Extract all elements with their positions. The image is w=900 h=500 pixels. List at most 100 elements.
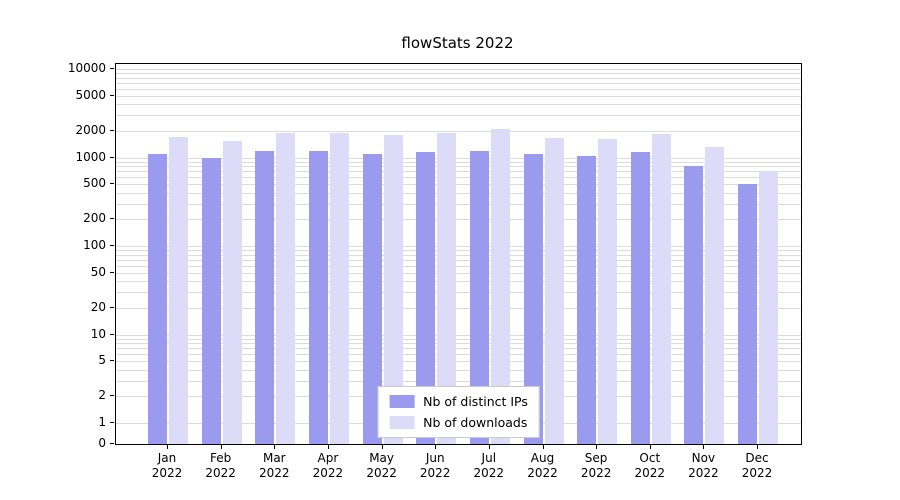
y-tick-label: 1	[98, 415, 106, 429]
x-tick-mark	[757, 445, 758, 449]
y-tick-label: 5	[98, 353, 106, 368]
x-tick-label: Nov 2022	[688, 451, 719, 480]
y-tick-mark	[110, 395, 114, 397]
y-tick-label: 2	[98, 388, 106, 403]
bar-jan-2022-distinct-ips	[148, 153, 167, 444]
y-tick-mark	[110, 156, 114, 158]
y-tick-label: 100	[83, 238, 106, 252]
gridline-10	[116, 334, 801, 336]
bar-apr-2022-downloads	[329, 132, 349, 444]
y-tick-label: 50	[90, 264, 106, 279]
y-tick-label: 0	[98, 436, 106, 450]
y-tick-mark	[110, 360, 114, 362]
bar-mar-2022-downloads	[276, 132, 296, 444]
gridline-1000	[116, 157, 801, 159]
y-tick-mark	[110, 333, 114, 335]
gridline-50	[116, 272, 801, 274]
gridline-9	[116, 338, 801, 340]
x-tick-label: Apr 2022	[312, 451, 344, 480]
x-tick-mark	[703, 445, 705, 449]
bar-feb-2022-downloads	[222, 140, 242, 444]
gridline-100	[116, 246, 801, 247]
bar-sep-2022-downloads	[598, 139, 618, 444]
y-tick-mark	[110, 129, 114, 131]
y-tick-label: 200	[83, 211, 106, 226]
gridline-3	[116, 380, 801, 382]
legend-label-downloads: Nb of downloads	[423, 415, 528, 430]
gridline-80	[116, 254, 801, 256]
y-tick-mark	[110, 271, 114, 273]
gridline-200	[116, 219, 801, 221]
gridline-500	[116, 184, 801, 186]
x-tick-label: Dec 2022	[741, 451, 773, 480]
x-tick-label: Jan 2022	[151, 451, 183, 480]
bar-dec-2022-distinct-ips	[738, 184, 757, 444]
bar-oct-2022-downloads	[651, 133, 671, 444]
y-tick-label: 1000	[75, 149, 106, 164]
bar-jun-2022-distinct-ips	[416, 152, 436, 444]
legend-swatch-downloads	[389, 416, 415, 429]
x-tick-mark	[220, 445, 222, 449]
x-tick-label: Aug 2022	[527, 451, 558, 480]
gridline-6000	[116, 88, 801, 90]
y-tick-mark	[110, 422, 114, 423]
x-tick-label: Mar 2022	[259, 451, 290, 480]
gridline-8	[116, 343, 801, 345]
bar-oct-2022-distinct-ips	[630, 152, 650, 444]
gridline-2000	[116, 130, 801, 132]
y-tick-mark	[110, 245, 114, 246]
y-tick-mark	[110, 218, 114, 220]
bar-may-2022-distinct-ips	[362, 153, 382, 444]
x-tick-label: Jul 2022	[473, 451, 505, 480]
bar-jun-2022-downloads	[437, 132, 457, 444]
y-tick-mark	[110, 94, 114, 96]
gridline-20	[116, 307, 801, 309]
x-tick-mark	[596, 445, 598, 449]
x-tick-mark	[327, 445, 329, 449]
bar-jul-2022-downloads	[490, 129, 510, 444]
gridline-400	[116, 192, 801, 194]
x-tick-label: Feb 2022	[205, 451, 236, 480]
x-tick-mark	[381, 445, 383, 449]
gridline-4000	[116, 104, 801, 106]
y-tick-label: 2000	[75, 122, 106, 137]
gridline-300	[116, 203, 801, 205]
bar-sep-2022-distinct-ips	[577, 155, 597, 444]
legend-swatch-distinct-ips	[389, 395, 415, 408]
bar-apr-2022-distinct-ips	[308, 150, 328, 444]
gridline-10000	[116, 69, 801, 70]
gridline-900	[116, 161, 801, 163]
gridline-7	[116, 348, 801, 350]
bar-nov-2022-distinct-ips	[684, 166, 704, 444]
bar-aug-2022-downloads	[544, 138, 564, 444]
y-tick-label: 5000	[75, 87, 106, 102]
x-tick-label: Jun 2022	[419, 451, 451, 480]
bar-nov-2022-downloads	[705, 147, 725, 444]
y-tick-label: 10	[90, 326, 106, 341]
gridline-800	[116, 166, 801, 168]
chart-title: flowStats 2022	[401, 34, 514, 52]
x-tick-mark	[435, 445, 437, 449]
gridline-90	[116, 250, 801, 251]
gridline-40	[116, 281, 801, 283]
gridline-9000	[116, 73, 801, 74]
gridline-700	[116, 171, 801, 173]
y-tick-mark	[110, 443, 114, 444]
legend-label-distinct-ips: Nb of distinct IPs	[423, 394, 528, 409]
x-tick-mark	[488, 445, 490, 449]
x-tick-label: Oct 2022	[634, 451, 666, 480]
y-tick-mark	[110, 68, 114, 69]
bar-feb-2022-distinct-ips	[201, 157, 221, 444]
legend-item-downloads: Nb of downloads	[389, 415, 528, 430]
gridline-600	[116, 177, 801, 179]
gridline-4	[116, 369, 801, 371]
x-tick-label: May 2022	[366, 451, 397, 480]
gridline-70	[116, 259, 801, 261]
gridline-60	[116, 265, 801, 267]
bar-dec-2022-downloads	[759, 171, 778, 444]
bar-may-2022-downloads	[383, 134, 403, 444]
x-tick-label: Sep 2022	[580, 451, 612, 480]
x-tick-mark	[542, 445, 544, 449]
gridline-5000	[116, 95, 801, 97]
